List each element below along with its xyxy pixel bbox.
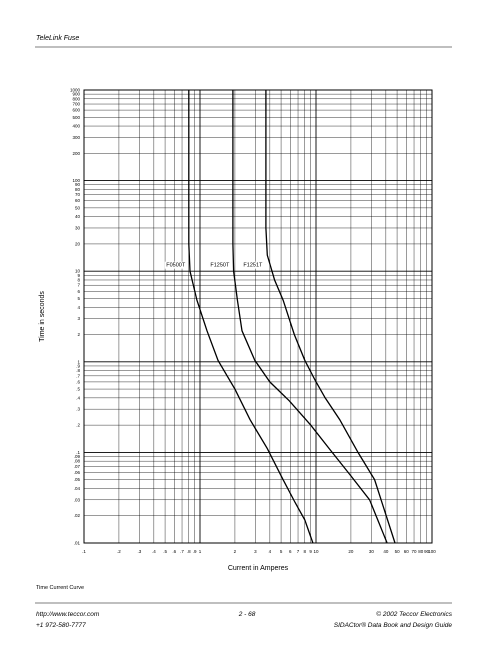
y-tick-label: .3 [76,407,80,412]
x-tick-label: 6 [289,549,292,554]
curve-label: F1251T [243,263,263,269]
y-tick-label: .2 [76,423,80,428]
y-tick-label: 20 [75,241,81,246]
x-tick-label: 40 [383,549,389,554]
y-tick-label: 9 [77,273,80,278]
x-tick-label: 50 [395,549,401,554]
curve-label-bg [241,261,264,269]
y-tick-label: .01 [74,541,81,546]
footer-page: 2 - 68 [238,611,256,618]
caption: Time Current Curve [36,585,84,591]
x-tick-label: 60 [404,549,410,554]
y-tick-label: .05 [74,477,81,482]
y-tick-label: .04 [74,486,81,491]
y-tick-label: 7 [77,283,80,288]
y-tick-label: 400 [72,124,80,129]
x-tick-label: 9 [309,549,312,554]
footer-book: SIDACtor® Data Book and Design Guide [334,621,453,629]
x-tick-label: .6 [172,549,176,554]
header-title: TeleLink Fuse [36,35,79,42]
x-tick-label: 100 [428,549,436,554]
x-tick-label: 1 [199,549,202,554]
y-tick-label: 500 [72,115,80,120]
x-tick-label: 70 [412,549,418,554]
y-tick-label: 700 [72,102,80,107]
y-tick-label: 10 [75,269,81,274]
footer-copyright: © 2002 Teccor Electronics [376,610,452,618]
x-tick-label: 2 [234,549,237,554]
y-tick-label: 900 [72,92,80,97]
y-tick-label: .02 [74,513,81,518]
y-tick-label: 80 [75,187,81,192]
y-tick-label: .7 [76,373,80,378]
y-tick-label: .4 [76,395,80,400]
curve-label: F0500T [166,263,186,269]
fuse-curve [188,90,314,544]
y-tick-label: 300 [72,135,80,140]
y-tick-label: 70 [75,192,81,197]
x-tick-label: 4 [269,549,272,554]
y-tick-label: 60 [75,198,81,203]
x-tick-label: 7 [297,549,300,554]
y-tick-label: .8 [76,368,80,373]
y-tick-label: 600 [72,108,80,113]
y-tick-label: .09 [74,454,81,459]
x-tick-label: 90 [424,549,430,554]
y-tick-label: 2 [77,332,80,337]
y-tick-label: .1 [76,450,80,455]
curve-label: F1250T [210,263,230,269]
y-tick-label: 800 [72,96,80,101]
y-tick-label: 8 [77,277,80,282]
y-tick-label: .6 [76,379,80,384]
x-tick-label: 10 [313,549,319,554]
x-tick-label: .2 [117,549,121,554]
x-tick-label: .7 [180,549,184,554]
fuse-curve [232,90,388,544]
x-tick-label: .5 [163,549,167,554]
x-tick-label: 30 [369,549,375,554]
x-tick-label: 5 [280,549,283,554]
y-tick-label: .5 [76,387,80,392]
x-tick-label: 3 [254,549,257,554]
footer-phone: +1 972-580-7777 [36,622,86,629]
y-tick-label: .08 [74,459,81,464]
y-tick-label: 3 [77,316,80,321]
x-tick-label: 20 [348,549,354,554]
y-tick-label: .07 [74,464,81,469]
curve-label-bg [164,261,187,269]
y-tick-label: 5 [77,296,80,301]
footer-url: http://www.teccor.com [36,611,100,618]
y-tick-label: 1000 [70,88,81,93]
chart: .01.02.03.04.05.06.07.08.09.1.2.3.4.5.6.… [39,88,436,573]
fuse-curve [265,90,396,544]
x-tick-label: .1 [82,549,86,554]
curve-label-bg [208,261,231,269]
x-tick-label: .4 [152,549,156,554]
y-tick-label: 30 [75,225,81,230]
y-tick-label: 100 [72,178,80,183]
x-tick-label: 80 [418,549,424,554]
y-tick-label: 4 [77,305,80,310]
x-tick-label: .8 [187,549,191,554]
x-tick-label: 8 [304,549,307,554]
y-tick-label: 50 [75,205,81,210]
x-tick-label: .9 [193,549,197,554]
plot-frame [83,89,433,544]
y-tick-label: 1 [77,359,80,364]
y-tick-label: .03 [74,497,81,502]
x-tick-label: .3 [137,549,141,554]
y-tick-label: 40 [75,214,81,219]
y-tick-label: 6 [77,289,80,294]
y-axis-label: Time in seconds [39,291,46,342]
y-tick-label: .9 [76,363,80,368]
y-tick-label: 90 [75,182,81,187]
y-tick-label: .06 [74,470,81,475]
x-axis-label: Current in Amperes [228,565,289,572]
y-tick-label: 200 [72,151,80,156]
